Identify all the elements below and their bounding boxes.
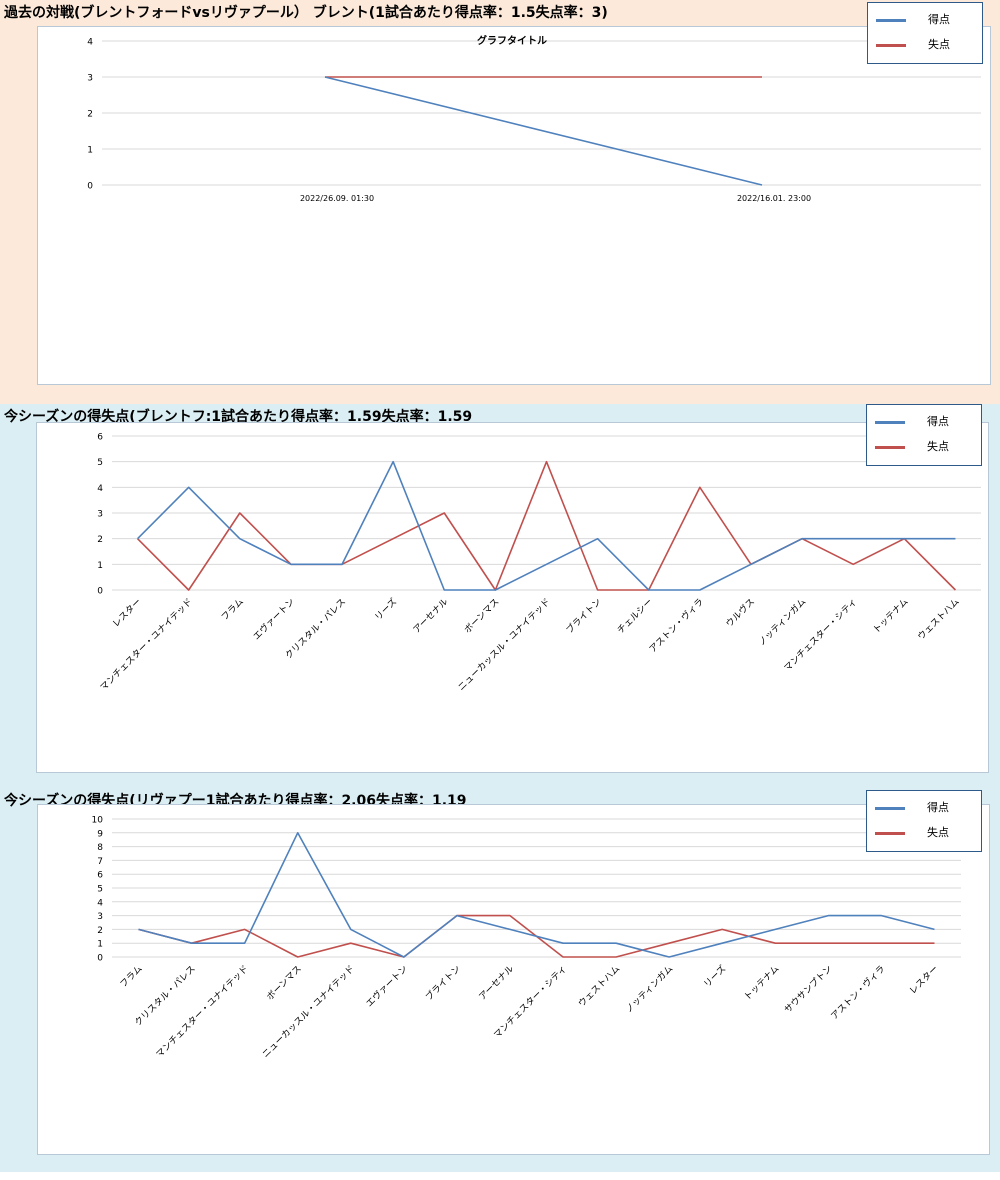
legend-swatch-score — [875, 807, 905, 810]
legend-swatch-concede — [875, 832, 905, 835]
chart-area — [36, 422, 989, 773]
x-tick-label: マンチェスター・ユナイテッド — [98, 596, 195, 693]
x-tick-label: アーセナル — [411, 596, 450, 635]
y-tick-label: 4 — [97, 484, 103, 494]
y-tick-label: 1 — [87, 146, 93, 156]
legend-swatch-score — [876, 19, 906, 22]
x-tick-label: ニューカッスル・ユナイテッド — [456, 596, 553, 693]
x-tick-label: ボーンマス — [462, 596, 501, 635]
y-tick-label: 9 — [97, 829, 103, 839]
y-tick-label: 3 — [87, 74, 93, 84]
y-tick-label: 6 — [97, 871, 103, 881]
x-tick-label: 2022/16.01. 23:00 — [737, 194, 811, 203]
x-tick-label: レスター — [907, 963, 940, 996]
x-tick-label: レスター — [110, 596, 143, 629]
x-tick-label: ウェストハム — [916, 596, 962, 642]
chart-section-past-matches: 過去の対戦(ブレントフォードvsリヴァプール） ブレント(1試合あたり得点率：1… — [0, 0, 1000, 404]
x-tick-label: サウサンプトン — [782, 963, 834, 1015]
x-tick-label: アーセナル — [477, 963, 516, 1002]
y-tick-label: 4 — [97, 898, 103, 908]
x-tick-label: アストン・ヴィラ — [647, 596, 706, 655]
series-line-concede — [136, 460, 957, 591]
x-tick-label: ボーンマス — [265, 963, 304, 1002]
y-tick-label: 2 — [87, 110, 93, 120]
y-tick-label: 2 — [97, 926, 103, 936]
series-line-score — [136, 460, 956, 591]
legend-swatch-concede — [875, 446, 905, 449]
x-tick-label: フラム — [118, 963, 145, 990]
chart-section-brentford-season: 今シーズンの得失点(ブレントフ:1試合あたり得点率：1.59失点率：1.59 0… — [0, 404, 1000, 788]
y-tick-label: 2 — [97, 535, 103, 545]
x-tick-label: チェルシー — [615, 596, 655, 636]
x-tick-label: ウルヴス — [723, 596, 757, 630]
y-tick-label: 0 — [97, 954, 103, 964]
x-tick-label: リーズ — [701, 963, 728, 990]
y-tick-label: 3 — [97, 510, 103, 520]
x-tick-label: フラム — [219, 596, 246, 623]
legend-item-concede: 失点 — [875, 826, 975, 840]
legend-item-concede: 失点 — [876, 38, 976, 52]
chart-title: グラフタイトル — [477, 34, 547, 47]
legend-label: 得点 — [927, 415, 949, 428]
y-tick-label: 0 — [87, 182, 93, 192]
legend-label: 得点 — [928, 13, 950, 26]
legend-item-score: 得点 — [876, 13, 976, 27]
chart-legend: 得点 失点 — [866, 404, 982, 466]
x-tick-label: トッテナム — [742, 963, 781, 1002]
legend-swatch-concede — [876, 44, 906, 47]
legend-label: 得点 — [927, 801, 949, 814]
x-tick-label: アストン・ヴィラ — [828, 963, 887, 1022]
chart-area — [37, 804, 990, 1155]
y-tick-label: 5 — [97, 885, 103, 895]
x-tick-label: トッテナム — [871, 596, 910, 635]
x-tick-label: ニューカッスル・ユナイテッド — [260, 963, 357, 1060]
x-tick-label: リーズ — [372, 596, 399, 623]
y-tick-label: 0 — [97, 587, 103, 597]
chart-legend: 得点 失点 — [866, 790, 982, 852]
x-tick-label: ブライトン — [423, 963, 463, 1003]
section-title: 過去の対戦(ブレントフォードvsリヴァプール） ブレント(1試合あたり得点率：1… — [4, 5, 608, 21]
y-tick-label: 6 — [97, 433, 103, 443]
y-tick-label: 7 — [97, 857, 103, 867]
x-tick-label: マンチェスター・ユナイテッド — [154, 963, 251, 1060]
series-line-score — [324, 76, 763, 186]
y-tick-label: 1 — [97, 940, 103, 950]
x-tick-label: ノッティンガム — [756, 596, 808, 648]
x-tick-label: ウェストハム — [576, 963, 622, 1009]
chart-area — [37, 26, 991, 385]
y-tick-label: 5 — [97, 458, 103, 468]
legend-label: 失点 — [927, 440, 949, 453]
legend-item-score: 得点 — [875, 801, 975, 815]
legend-label: 失点 — [928, 38, 950, 51]
x-tick-label: 2022/26.09. 01:30 — [300, 194, 374, 203]
legend-label: 失点 — [927, 826, 949, 839]
y-tick-label: 3 — [97, 912, 103, 922]
x-tick-label: ブライトン — [563, 596, 603, 636]
y-tick-label: 1 — [97, 561, 103, 571]
line-chart-past-matches: 0 1 2 3 4 2022/26.09. 01:30 2022/16.01. 23:00 グ… — [87, 34, 981, 203]
y-tick-label: 8 — [97, 843, 103, 853]
legend-swatch-score — [875, 421, 905, 424]
series-line-score — [138, 831, 935, 958]
y-tick-label: 10 — [92, 816, 104, 826]
legend-item-concede: 失点 — [875, 440, 975, 454]
section-title: 今シーズンの得失点(ブレントフ:1試合あたり得点率：1.59失点率：1.59 — [4, 409, 473, 425]
x-tick-label: ノッティンガム — [623, 963, 675, 1015]
chart-legend: 得点 失点 — [867, 2, 983, 64]
x-tick-label: エヴァートン — [363, 963, 410, 1010]
x-tick-label: エヴァートン — [250, 596, 297, 643]
legend-item-score: 得点 — [875, 415, 975, 429]
y-tick-label: 4 — [87, 38, 93, 48]
